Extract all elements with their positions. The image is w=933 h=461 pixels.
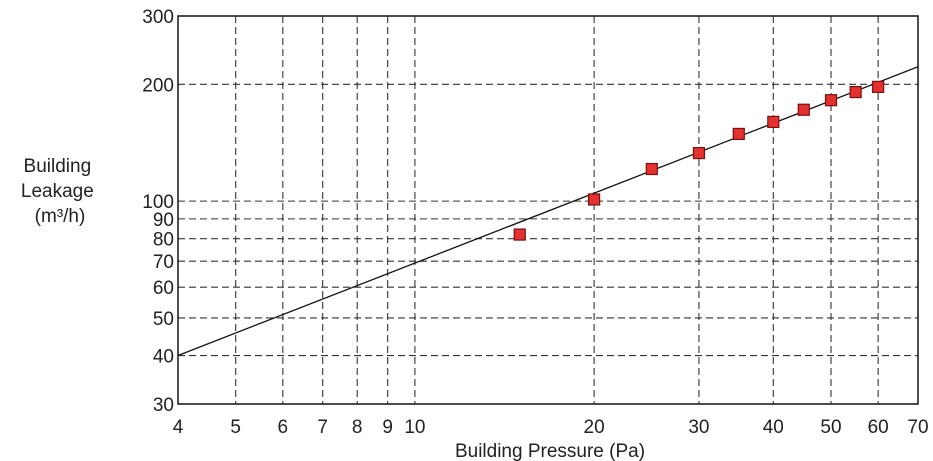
x-tick-9: 9 xyxy=(382,417,393,438)
data-point-5 xyxy=(732,127,745,141)
x-axis-title: Building Pressure (Pa) xyxy=(455,441,645,461)
y-tick-300: 300 xyxy=(142,7,174,28)
x-tick-5: 5 xyxy=(230,417,241,438)
data-point-1 xyxy=(513,228,526,241)
x-tick-7: 7 xyxy=(317,417,328,438)
y-tick-90: 90 xyxy=(153,210,174,231)
x-tick-40: 40 xyxy=(763,417,784,438)
plot-frame xyxy=(177,15,919,405)
y-tick-50: 50 xyxy=(153,309,174,330)
data-point-8 xyxy=(824,94,838,107)
x-tick-8: 8 xyxy=(352,417,363,438)
grid-lines xyxy=(178,16,918,404)
data-point-3 xyxy=(645,162,658,176)
x-tick-60: 60 xyxy=(868,417,889,438)
y-tick-100: 100 xyxy=(142,192,174,213)
x-tick-6: 6 xyxy=(278,417,289,438)
x-tick-10: 10 xyxy=(404,417,425,438)
y-axis-title-line-2: Leakage xyxy=(21,181,94,202)
x-tick-70: 70 xyxy=(907,417,928,438)
y-tick-200: 200 xyxy=(142,75,174,96)
data-point-2 xyxy=(588,193,601,206)
data-point-9 xyxy=(849,85,862,99)
x-tick-labels: 4 5 6 7 8 9 10 20 30 40 50 60 70 xyxy=(173,417,929,438)
data-point-10 xyxy=(872,80,885,93)
data-point-4 xyxy=(692,146,706,160)
x-tick-30: 30 xyxy=(688,417,709,438)
x-tick-50: 50 xyxy=(820,417,841,438)
y-tick-60: 60 xyxy=(153,278,174,299)
x-tick-20: 20 xyxy=(584,417,605,438)
data-points xyxy=(513,80,885,241)
x-tick-4: 4 xyxy=(173,417,184,438)
y-axis-title-line-3: (m³/h) xyxy=(35,206,86,227)
y-tick-30: 30 xyxy=(153,395,174,416)
data-point-7 xyxy=(797,103,810,116)
y-axis-title: Building Leakage (m³/h) xyxy=(21,156,99,227)
y-tick-80: 80 xyxy=(153,230,174,251)
data-point-6 xyxy=(767,115,780,129)
fit-line xyxy=(177,66,919,357)
y-tick-70: 70 xyxy=(153,252,174,273)
y-axis-title-line-1: Building xyxy=(24,156,92,177)
y-tick-40: 40 xyxy=(153,347,174,368)
